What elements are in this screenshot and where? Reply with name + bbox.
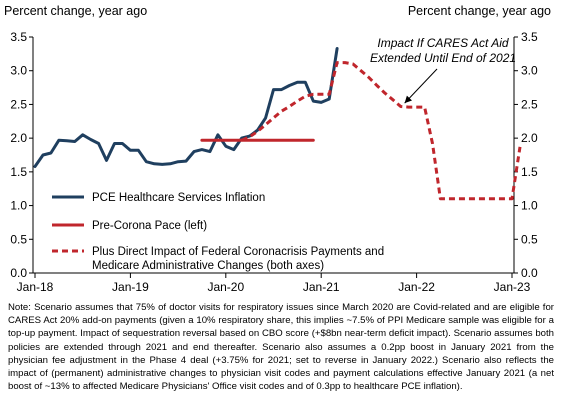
annotation-arrow-line: [404, 68, 438, 104]
legend-entry-plus-direct-impact-label: Plus Direct Impact of Federal Coronacris…: [92, 246, 384, 258]
right-y-tick-label: 0.5: [521, 232, 538, 246]
left-y-tick-label: 3.0: [10, 64, 27, 78]
x-tick-label: Jan-22: [398, 280, 435, 294]
right-axis-unit-label: Percent change, year ago: [407, 4, 551, 18]
left-y-tick-label: 0.5: [10, 232, 27, 246]
right-y-tick-label: 1.5: [521, 165, 538, 179]
x-tick-label: Jan-23: [494, 280, 531, 294]
right-y-tick-label: 0.0: [521, 266, 538, 280]
x-tick-label: Jan-20: [207, 280, 244, 294]
left-y-tick-label: 2.0: [10, 131, 27, 145]
left-y-tick-label: 1.0: [10, 199, 27, 213]
line-chart: 0.0 0.0 0.5 0.5 1.0 1.0 1.5 1.5 2.0 2.0 2.5 2.5 3.0 3…: [10, 30, 538, 294]
series-line-plus-direct-impact: [241, 61, 522, 201]
right-y-tick-label: 3.0: [521, 64, 538, 78]
chart-footnote: Note: Scenario assumes that 75% of docto…: [8, 302, 554, 393]
annotation-text: Impact If CARES Act Aid: [377, 36, 508, 50]
series-line-pce-healthcare: [33, 47, 339, 168]
right-y-tick-label: 2.0: [521, 131, 538, 145]
annotation-arrowhead: [404, 95, 412, 104]
right-y-tick-label: 3.5: [521, 30, 538, 44]
left-y-tick-label: 2.5: [10, 97, 27, 111]
right-y-tick-label: 1.0: [521, 199, 538, 213]
legend-entry-pce-healthcare-label: PCE Healthcare Services Inflation: [92, 192, 265, 204]
legend-entry-plus-direct-impact-label: Medicare Administrative Changes (both ax…: [92, 260, 324, 272]
left-y-tick-label: 3.5: [10, 30, 27, 44]
left-y-tick-label: 0.0: [10, 266, 27, 280]
annotation-text: Extended Until End of 2021: [370, 51, 516, 65]
left-axis-unit-label: Percent change, year ago: [4, 4, 148, 18]
x-tick-label: Jan-21: [303, 280, 340, 294]
legend-entry-pre-corona-pace-label: Pre-Corona Pace (left): [92, 220, 207, 232]
x-tick-label: Jan-19: [112, 280, 149, 294]
x-tick-label: Jan-18: [17, 280, 54, 294]
left-y-tick-label: 1.5: [10, 165, 27, 179]
right-y-tick-label: 2.5: [521, 97, 538, 111]
